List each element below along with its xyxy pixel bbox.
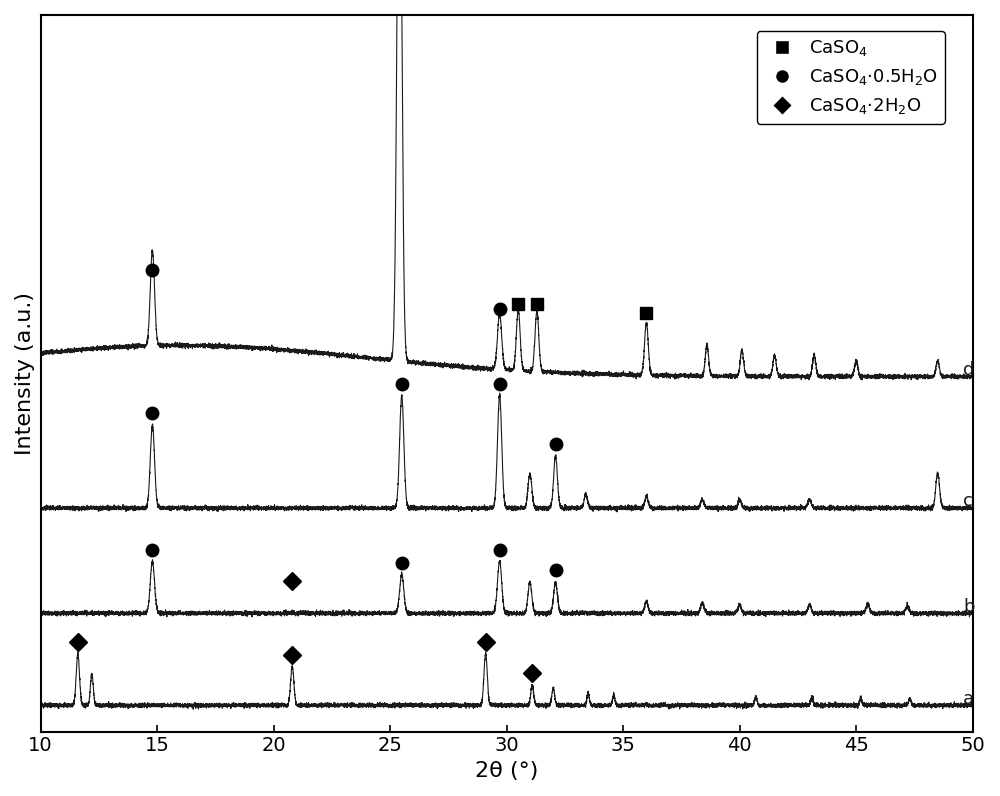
Text: d: d (963, 361, 975, 379)
X-axis label: 2θ (°): 2θ (°) (475, 761, 538, 781)
Text: a: a (963, 689, 974, 708)
Text: b: b (963, 598, 975, 615)
Text: c: c (963, 493, 973, 510)
Legend: CaSO$_4$, CaSO$_4$$\cdot$0.5H$_2$O, CaSO$_4$$\cdot$2H$_2$O: CaSO$_4$, CaSO$_4$$\cdot$0.5H$_2$O, CaSO… (757, 31, 945, 123)
Y-axis label: Intensity (a.u.): Intensity (a.u.) (15, 292, 35, 455)
